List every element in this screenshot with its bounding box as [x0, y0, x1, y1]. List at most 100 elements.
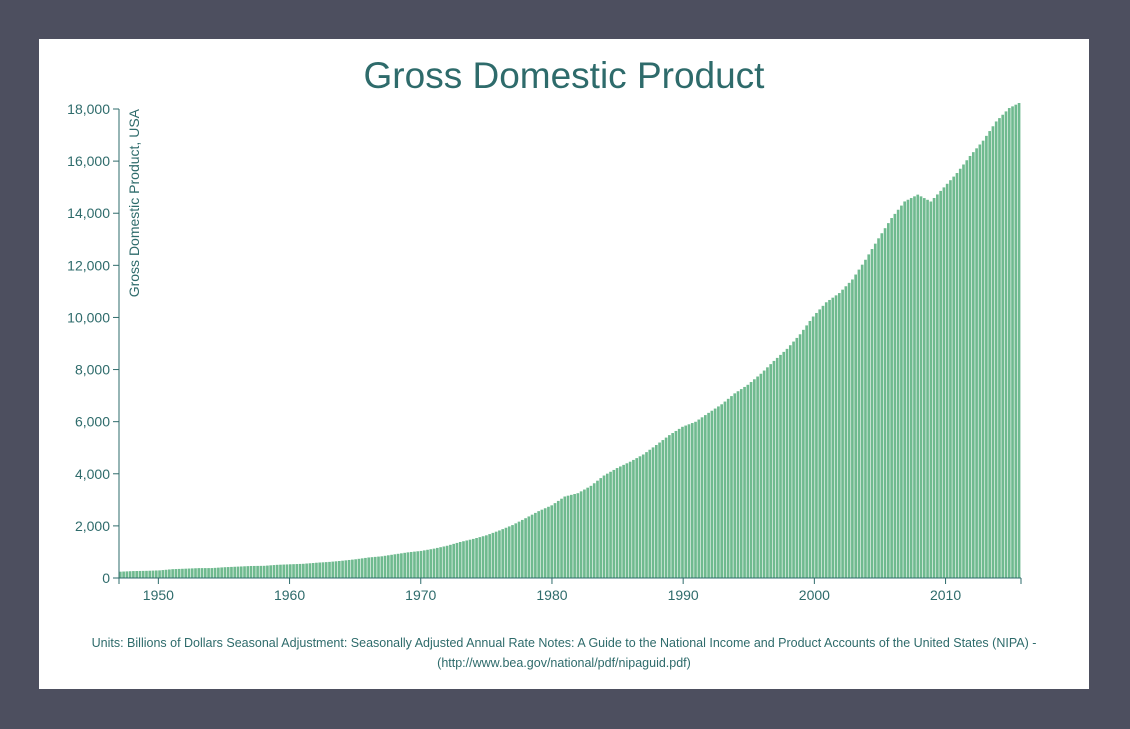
bar — [171, 569, 174, 578]
bar — [504, 527, 508, 578]
bar — [739, 389, 743, 578]
bar — [174, 569, 178, 578]
y-tick-label: 14,000 — [67, 205, 110, 221]
bar — [873, 243, 877, 579]
bar — [782, 351, 786, 578]
bar — [458, 541, 462, 578]
bar — [988, 131, 991, 578]
bar — [351, 559, 354, 578]
bar — [462, 541, 465, 578]
x-tick-label: 1990 — [668, 587, 699, 603]
bar — [252, 565, 256, 578]
bar — [465, 540, 469, 578]
bar — [671, 433, 674, 578]
bar — [393, 554, 397, 578]
bar — [684, 425, 688, 578]
bar — [811, 316, 815, 578]
bar — [530, 514, 534, 578]
bar — [158, 570, 161, 578]
bar — [197, 568, 201, 578]
bar — [612, 469, 616, 578]
bar — [416, 551, 420, 578]
bar — [210, 568, 214, 578]
bar — [955, 173, 959, 578]
bar — [909, 198, 913, 579]
bar — [586, 487, 590, 578]
bar — [599, 478, 603, 578]
bar — [913, 196, 916, 578]
chart-footnote: Units: Billions of Dollars Seasonal Adju… — [39, 633, 1089, 673]
bar — [341, 560, 344, 578]
bar — [475, 538, 478, 578]
bar — [864, 259, 867, 578]
bar — [377, 556, 380, 578]
bar — [893, 213, 897, 578]
bar — [370, 557, 374, 578]
bar — [805, 325, 808, 578]
bar — [364, 557, 367, 578]
bar — [916, 194, 920, 578]
bar — [279, 564, 282, 578]
x-axis-ticks: 1950 1960 1970 1980 1990 2000 2010 — [118, 578, 1022, 603]
bar — [203, 568, 207, 578]
bar — [658, 442, 661, 578]
x-tick-label: 1960 — [274, 587, 305, 603]
y-tick-label: 6,000 — [75, 414, 110, 430]
bar — [217, 567, 220, 578]
bar — [795, 337, 799, 578]
bar — [135, 571, 139, 578]
bar — [321, 562, 325, 578]
bar — [266, 565, 269, 578]
bar — [337, 561, 341, 578]
bar — [468, 539, 472, 578]
bar — [403, 552, 406, 578]
y-tick-label: 2,000 — [75, 518, 110, 534]
y-axis-ticks: 0 2,000 4,000 6,000 8,000 10,000 12,000 14,000 1… — [67, 101, 119, 586]
bar — [703, 415, 707, 578]
bar — [119, 571, 122, 578]
bar — [834, 295, 838, 578]
bar — [357, 558, 361, 578]
bar — [390, 554, 393, 578]
bar — [775, 357, 779, 578]
bar — [406, 552, 410, 578]
bar — [710, 410, 714, 578]
bar — [272, 565, 276, 578]
bar — [527, 516, 531, 578]
bar — [347, 559, 351, 578]
bar — [285, 564, 289, 578]
bar — [939, 190, 942, 578]
bar — [1001, 114, 1005, 578]
bar — [259, 565, 263, 578]
bar — [328, 561, 331, 578]
bar — [324, 562, 328, 578]
bar — [396, 553, 400, 578]
bar — [602, 475, 606, 578]
bar — [442, 546, 446, 578]
bar — [900, 205, 903, 578]
bar — [220, 567, 223, 578]
bar — [824, 302, 828, 578]
bar — [1007, 108, 1011, 578]
bar — [753, 379, 756, 578]
bar — [743, 386, 746, 578]
bar — [854, 274, 857, 578]
bar — [164, 569, 168, 578]
bar — [808, 320, 812, 578]
bar — [707, 412, 710, 578]
bar — [978, 144, 982, 578]
bar — [638, 456, 642, 578]
bar — [981, 140, 985, 578]
bar — [344, 560, 348, 578]
bar — [605, 473, 609, 578]
bar — [449, 544, 452, 578]
bar — [553, 503, 557, 578]
bar — [896, 209, 900, 579]
bar — [887, 223, 890, 579]
bar — [1017, 103, 1021, 578]
bar — [991, 126, 995, 578]
bar — [968, 155, 972, 578]
bar — [540, 509, 544, 578]
bars-group — [119, 103, 1021, 579]
bar — [439, 547, 442, 578]
